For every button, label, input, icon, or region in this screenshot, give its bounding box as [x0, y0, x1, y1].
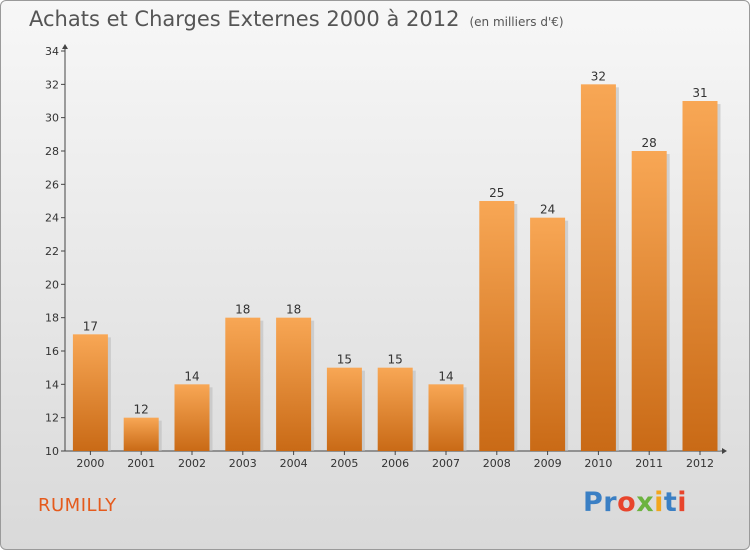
axes: 10 12 14 16 18 20 22 24 26 28 30 32 34: [45, 44, 727, 458]
y-tick-label: 22: [45, 245, 59, 258]
y-axis-arrow: [62, 44, 68, 49]
bar-2001: [123, 417, 159, 451]
logo-letter: r: [603, 487, 618, 518]
bars: [72, 84, 721, 451]
x-tick-label: 2001: [127, 457, 155, 470]
y-tick-label: 28: [45, 145, 59, 158]
proxiti-logo[interactable]: Proxiti: [583, 487, 687, 518]
bar-2004: [276, 317, 312, 451]
bar-2012: [682, 101, 718, 451]
x-tick-label: 2008: [483, 457, 511, 470]
x-tick-label: 2010: [584, 457, 612, 470]
bar-2009: [530, 217, 566, 451]
logo-letter: i: [654, 487, 664, 518]
y-tick-label: 10: [45, 445, 59, 458]
chart-title-text: Achats et Charges Externes 2000 à 2012: [29, 7, 460, 31]
data-label: 14: [438, 369, 453, 383]
data-label: 12: [134, 403, 149, 417]
logo-letter: i: [677, 487, 688, 518]
y-tick-label: 34: [45, 45, 59, 58]
data-label: 31: [692, 86, 707, 100]
data-label: 15: [337, 353, 352, 367]
y-tick-label: 16: [45, 345, 59, 358]
x-tick-label: 2006: [381, 457, 409, 470]
y-tick-label: 12: [45, 412, 59, 425]
bar-2005: [326, 367, 362, 451]
y-tick-label: 18: [45, 312, 59, 325]
data-label: 14: [184, 369, 199, 383]
data-label: 15: [388, 353, 403, 367]
y-tick-label: 24: [45, 212, 59, 225]
data-label: 32: [591, 69, 606, 83]
data-label: 28: [642, 136, 657, 150]
unit-note: (en milliers d'€): [469, 15, 564, 29]
y-tick-label: 30: [45, 112, 59, 125]
y-tick-label: 14: [45, 378, 59, 391]
x-tick-label: 2003: [229, 457, 257, 470]
y-tick-label: 20: [45, 278, 59, 291]
bar-2010: [580, 84, 616, 451]
city-name: RUMILLY: [38, 495, 117, 516]
x-axis-arrow: [722, 448, 727, 454]
x-tick-label: 2000: [76, 457, 104, 470]
logo-letter: x: [636, 487, 655, 518]
x-tick-label: 2009: [534, 457, 562, 470]
x-tick-label: 2002: [178, 457, 206, 470]
logo-letter: o: [617, 487, 637, 518]
data-label: 17: [83, 319, 98, 333]
x-tick-label: 2007: [432, 457, 460, 470]
bar-2007: [428, 384, 464, 451]
bar-2000: [72, 334, 108, 451]
data-label: 18: [286, 303, 301, 317]
logo-letter: t: [663, 487, 678, 518]
bar-2011: [631, 151, 667, 451]
bar-2002: [174, 384, 210, 451]
bar-2003: [225, 317, 261, 451]
x-tick-label: 2005: [330, 457, 358, 470]
data-label: 18: [235, 303, 250, 317]
labels: 17 2000 12 2001 14 2002 18 2003 18 2004 15 2005 15 20…: [76, 69, 714, 470]
y-tick-label: 32: [45, 78, 59, 91]
bar-2008: [479, 201, 515, 451]
y-tick-label: 26: [45, 178, 59, 191]
data-label: 24: [540, 203, 555, 217]
chart-title: Achats et Charges Externes 2000 à 2012 (e…: [29, 7, 564, 31]
x-tick-label: 2004: [280, 457, 308, 470]
x-tick-label: 2011: [635, 457, 663, 470]
bar-2006: [377, 367, 413, 451]
data-label: 25: [489, 186, 504, 200]
logo-letter: P: [583, 487, 604, 518]
x-tick-label: 2012: [686, 457, 714, 470]
